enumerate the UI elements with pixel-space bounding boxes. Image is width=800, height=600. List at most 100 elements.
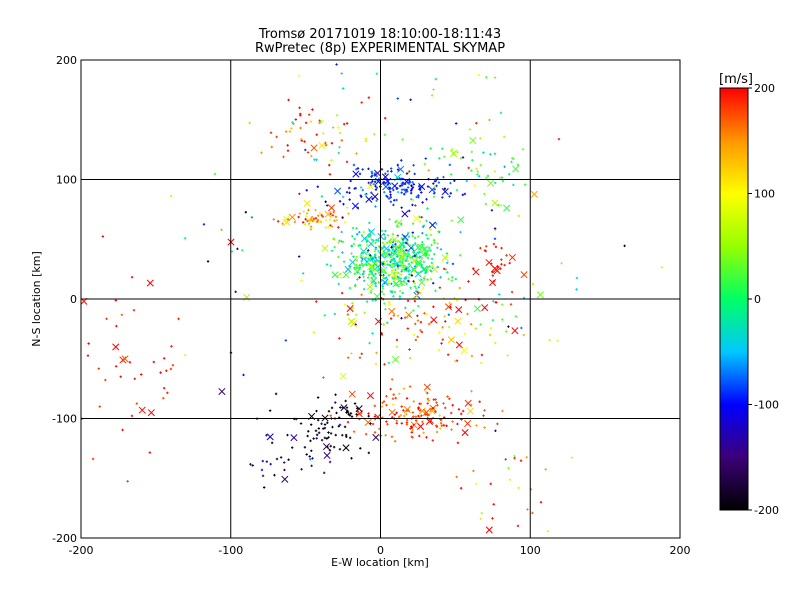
data-point	[468, 128, 472, 131]
data-point	[436, 176, 439, 180]
data-point	[469, 403, 473, 407]
data-point	[455, 341, 463, 349]
data-point	[516, 163, 520, 167]
data-point	[359, 186, 363, 189]
data-point	[380, 266, 388, 274]
data-point	[315, 437, 318, 440]
data-point	[510, 160, 513, 164]
data-point	[344, 265, 352, 273]
data-point	[436, 404, 439, 407]
data-point	[421, 420, 424, 424]
data-point	[413, 268, 416, 272]
data-point	[623, 244, 626, 248]
data-point	[448, 301, 451, 305]
data-point	[477, 175, 481, 178]
data-point	[369, 291, 373, 294]
data-point	[299, 126, 302, 130]
data-point	[345, 191, 349, 194]
data-point	[424, 271, 427, 275]
data-point	[500, 246, 503, 250]
data-point	[408, 356, 412, 360]
data-point	[410, 187, 414, 191]
data-point	[338, 200, 342, 203]
data-point	[358, 172, 362, 176]
data-point	[266, 433, 274, 441]
data-point	[389, 256, 393, 259]
data-point	[447, 325, 451, 329]
data-point	[508, 172, 511, 176]
data-point	[423, 275, 426, 278]
data-point	[517, 214, 521, 218]
data-point	[373, 133, 376, 136]
data-point	[250, 216, 254, 219]
data-point	[521, 147, 525, 151]
data-point	[340, 139, 343, 142]
data-point	[454, 317, 462, 325]
data-point	[287, 98, 290, 102]
data-point	[406, 242, 409, 245]
data-point	[391, 263, 394, 266]
data-point	[361, 188, 364, 192]
data-point	[494, 429, 497, 433]
data-point	[315, 300, 318, 303]
data-point	[265, 434, 268, 437]
data-point	[304, 148, 307, 152]
data-point	[525, 456, 528, 459]
data-point	[369, 181, 373, 185]
data-point	[367, 257, 370, 260]
data-point	[488, 333, 492, 337]
data-point	[400, 270, 403, 273]
data-point	[391, 248, 395, 251]
data-point	[398, 289, 402, 293]
data-point	[412, 333, 416, 336]
data-point	[412, 280, 415, 283]
data-point	[409, 191, 413, 195]
data-point	[459, 230, 462, 234]
data-point	[421, 240, 424, 244]
data-point	[407, 235, 411, 238]
data-point	[493, 76, 497, 79]
data-point	[475, 122, 478, 125]
colorbar-tick-label: 200	[754, 82, 775, 95]
data-point	[413, 254, 416, 258]
data-point	[414, 242, 417, 245]
data-point	[334, 433, 337, 437]
data-point	[373, 431, 377, 434]
data-point	[286, 144, 289, 147]
data-point	[506, 354, 509, 357]
data-point	[385, 403, 388, 407]
data-point	[236, 247, 239, 251]
data-point	[500, 263, 503, 266]
data-point	[526, 508, 529, 511]
data-point	[449, 149, 458, 158]
data-point	[300, 139, 303, 142]
data-point	[446, 395, 449, 398]
data-point	[373, 250, 377, 253]
x-tick-label: 100	[520, 544, 541, 557]
data-point	[394, 246, 398, 250]
data-point	[385, 420, 388, 423]
data-point	[389, 259, 393, 262]
data-point	[470, 169, 473, 172]
data-point	[120, 313, 124, 317]
data-point	[457, 216, 465, 224]
data-point	[389, 238, 393, 241]
data-point	[322, 427, 325, 430]
data-point	[347, 356, 350, 359]
data-point	[349, 412, 353, 415]
data-point	[349, 179, 352, 183]
data-point	[337, 226, 340, 229]
data-point	[374, 362, 378, 366]
data-point	[402, 250, 410, 258]
data-point	[381, 241, 385, 245]
data-point	[311, 457, 314, 460]
data-point	[489, 482, 492, 486]
data-point	[447, 277, 450, 281]
data-point	[480, 511, 483, 515]
data-point	[331, 271, 339, 279]
data-point	[342, 202, 345, 206]
data-point	[276, 220, 280, 223]
data-point	[375, 258, 378, 262]
data-point	[323, 451, 331, 460]
data-point	[374, 272, 377, 276]
